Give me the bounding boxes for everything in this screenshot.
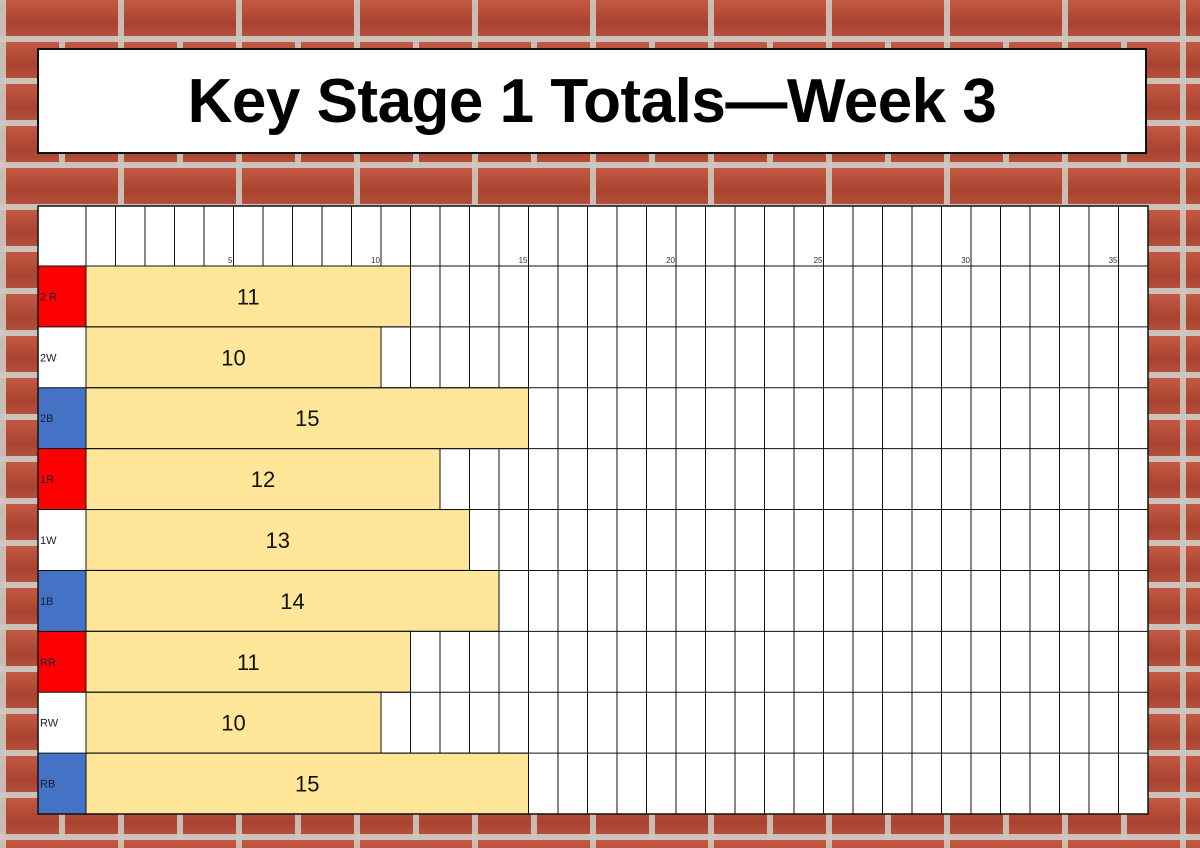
bar-value-label: 15 [295,772,319,797]
title-banner: Key Stage 1 Totals—Week 3 [37,48,1147,154]
grid-border [37,205,1149,815]
category-color-cell [38,631,86,693]
category-label: 1R [40,474,54,486]
bar-value-label: 11 [237,284,260,309]
page-title: Key Stage 1 Totals—Week 3 [187,66,997,136]
bar [85,326,382,389]
bar-value-label: 12 [251,467,275,492]
category-color-cell [38,753,86,814]
category-label: 2W [40,352,57,364]
category-label: 1W [40,535,57,547]
bar [85,387,529,450]
category-color-cell [38,448,86,510]
category-color-cell [38,692,86,754]
category-label: 1B [40,596,53,608]
bar-value-label: 15 [295,406,319,431]
bar-value-label: 14 [280,589,304,614]
bar [85,569,500,632]
bar [85,448,441,511]
bar-value-label: 13 [266,528,290,553]
x-tick-label: 25 [814,256,823,265]
bar-value-label: 10 [221,711,245,736]
category-label: RR [40,657,56,669]
bar-value-label: 10 [221,345,245,370]
x-tick-label: 20 [666,256,675,265]
category-color-cell [38,509,86,571]
category-label: RW [40,718,59,730]
x-tick-label: 35 [1109,256,1118,265]
x-tick-label: 30 [961,256,970,265]
category-color-cell [38,266,86,327]
category-color-cell [38,387,86,449]
x-tick-label: 5 [228,256,233,265]
category-label: 2 R [40,291,57,303]
x-tick-label: 10 [371,256,380,265]
category-color-cell [38,570,86,632]
bar [85,752,529,815]
x-tick-label: 15 [519,256,528,265]
bar-value-label: 11 [237,650,260,675]
category-label: RB [40,779,55,791]
category-label: 2B [40,413,53,425]
category-color-cell [38,326,86,388]
bar [85,265,411,328]
bar [85,509,470,571]
